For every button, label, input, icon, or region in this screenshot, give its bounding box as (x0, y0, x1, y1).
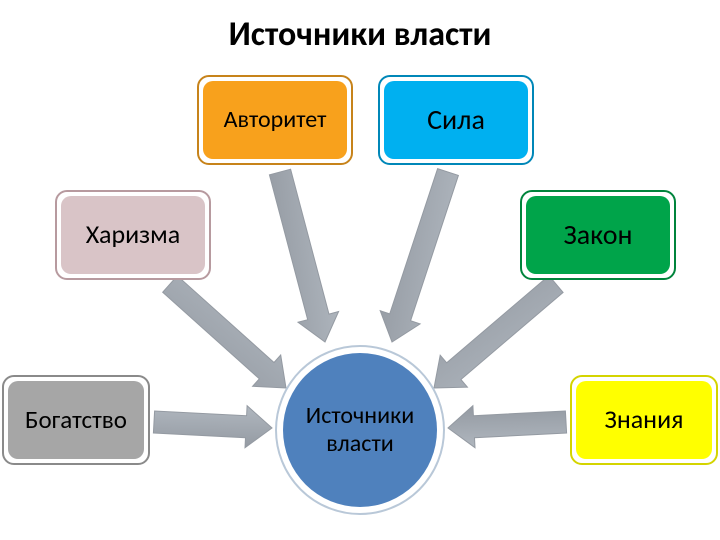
node-label: Харизма (86, 220, 180, 250)
node-label: Сила (427, 104, 485, 136)
node-power: Сила (378, 75, 534, 165)
center-label-line1: Источники (306, 401, 414, 430)
arrow-law (434, 276, 563, 388)
diagram-title: Источники власти (0, 14, 720, 55)
node-knowledge: Знания (570, 375, 718, 465)
node-authority: Авторитет (197, 75, 353, 165)
node-label: Авторитет (224, 106, 327, 134)
node-label: Богатство (25, 406, 127, 435)
arrow-charisma (163, 276, 286, 388)
center-label-line2: власти (326, 429, 393, 458)
center-node: Источники власти (275, 345, 445, 515)
node-label: Закон (563, 219, 632, 251)
node-law: Закон (520, 190, 676, 280)
title-text: Источники власти (229, 14, 492, 55)
arrow-authority (269, 169, 338, 342)
center-label: Источники власти (306, 402, 414, 457)
node-label: Знания (605, 405, 684, 435)
node-wealth: Богатство (2, 375, 150, 465)
arrow-wealth (153, 406, 272, 448)
arrow-power (380, 169, 458, 342)
arrow-knowledge (448, 406, 567, 448)
node-charisma: Харизма (55, 190, 211, 280)
